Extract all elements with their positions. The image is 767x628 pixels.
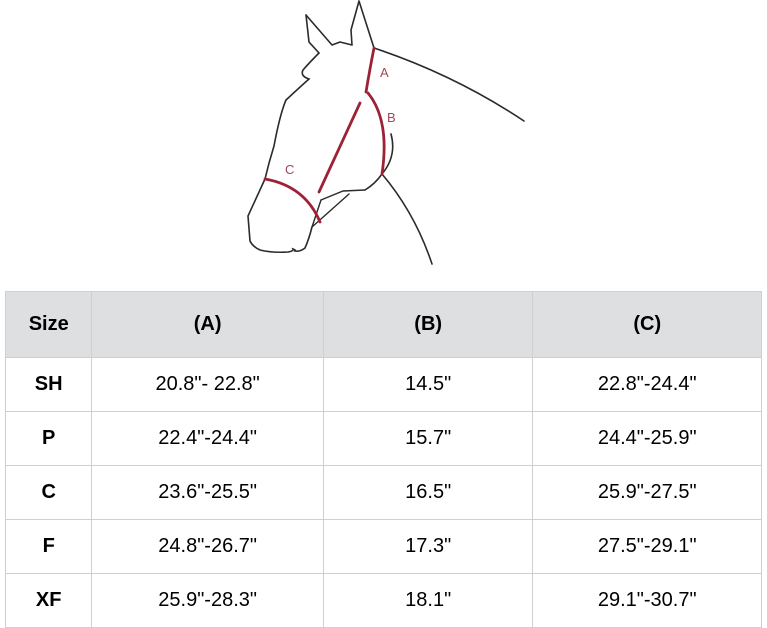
svg-text:A: A [380, 65, 389, 80]
svg-text:B: B [387, 110, 396, 125]
svg-text:C: C [285, 162, 294, 177]
